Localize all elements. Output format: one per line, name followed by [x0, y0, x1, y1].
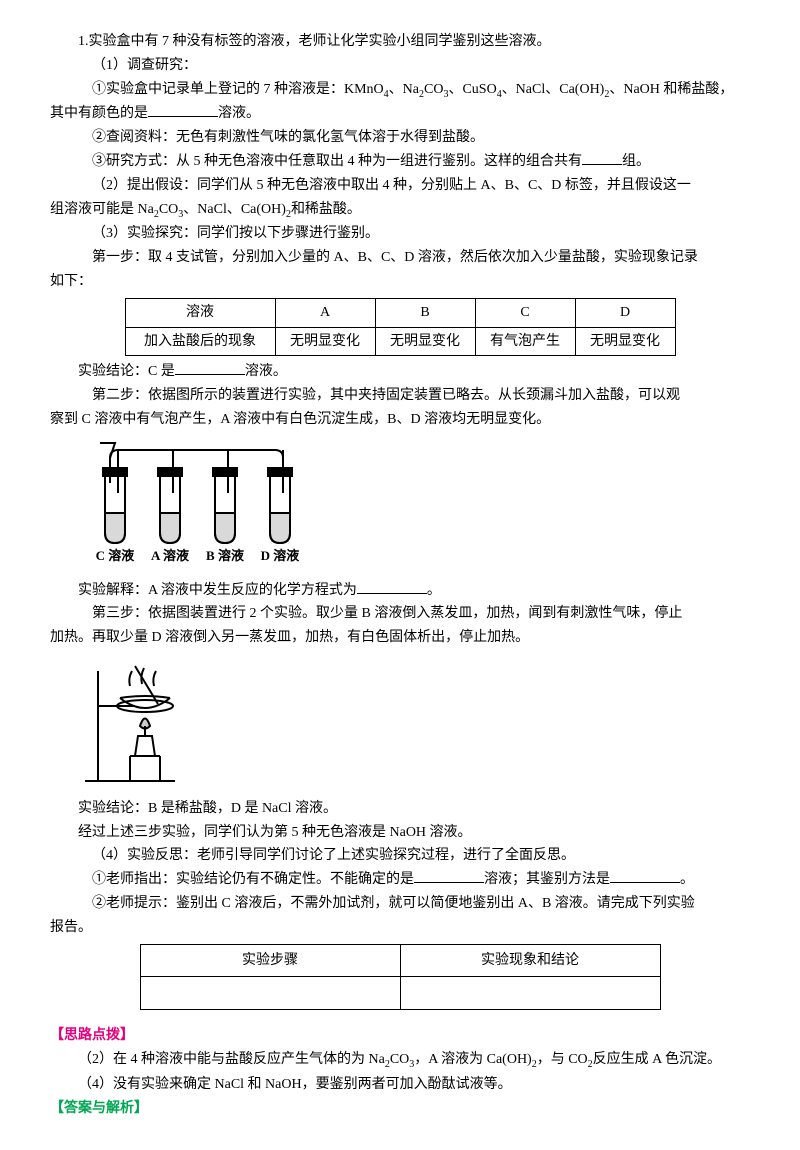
step3b: 加热。再取少量 D 溶液倒入另一蒸发皿，加热，有白色固体析出，停止加热。 — [50, 626, 750, 650]
tip1: （2）在 4 种溶液中能与盐酸反应产生气体的为 Na2CO3，A 溶液为 Ca(… — [50, 1048, 750, 1073]
tip1a: （2）在 4 种溶液中能与盐酸反应产生气体的为 Na — [78, 1052, 385, 1067]
tip1b: CO — [390, 1052, 409, 1067]
th: C — [475, 298, 575, 327]
td — [400, 977, 660, 1010]
td: 无明显变化 — [375, 327, 475, 356]
blank — [414, 869, 484, 883]
th: 溶液 — [125, 298, 275, 327]
step3a: 第三步：依据图装置进行 2 个实验。取少量 B 溶液倒入蒸发皿，加热，闻到有刺激… — [50, 602, 750, 626]
th: A — [275, 298, 375, 327]
th: B — [375, 298, 475, 327]
concl3: 实验结论：B 是稀盐酸，D 是 NaCl 溶液。 — [50, 797, 750, 821]
td — [140, 977, 400, 1010]
p1a-l2-pre: 其中有颜色的是 — [50, 106, 148, 121]
th: 实验现象和结论 — [400, 944, 660, 977]
p1c-post: 组。 — [622, 154, 650, 169]
table1: 溶液 A B C D 加入盐酸后的现象 无明显变化 无明显变化 有气泡产生 无明… — [125, 298, 676, 357]
expl-post: 。 — [427, 583, 441, 598]
p4a-pre: ①老师指出：实验结论仍有不确定性。不能确定的是 — [92, 872, 414, 887]
final: 经过上述三步实验，同学们认为第 5 种无色溶液是 NaOH 溶液。 — [50, 821, 750, 845]
p1a-l2-post: 溶液。 — [218, 106, 260, 121]
table-row: 实验步骤 实验现象和结论 — [140, 944, 660, 977]
expl-pre: 实验解释：A 溶液中发生反应的化学方程式为 — [78, 583, 357, 598]
blank — [610, 869, 680, 883]
blank — [357, 580, 427, 594]
p2b: 组溶液可能是 Na — [50, 202, 154, 217]
p1a-line2: 其中有颜色的是 溶液。 — [50, 102, 750, 126]
table-row — [140, 977, 660, 1010]
td: 有气泡产生 — [475, 327, 575, 356]
p2: （2）提出假设：同学们从 5 种无色溶液中取出 4 种，分别贴上 A、B、C、D… — [50, 174, 750, 198]
p4: （4）实验反思：老师引导同学们讨论了上述实验探究过程，进行了全面反思。 — [50, 844, 750, 868]
p1a-t2: 、Na — [389, 82, 419, 97]
table-row: 加入盐酸后的现象 无明显变化 无明显变化 有气泡产生 无明显变化 — [125, 327, 675, 356]
p1a-t1: ①实验盒中记录单上登记的 7 种溶液是：KMnO — [92, 82, 384, 97]
p4a: ①老师指出：实验结论仍有不确定性。不能确定的是 溶液；其鉴别方法是 。 — [50, 868, 750, 892]
step2a: 第二步：依据图所示的装置进行实验，其中夹持固定装置已略去。从长颈漏斗加入盐酸，可… — [50, 384, 750, 408]
p2a: （2）提出假设：同学们从 5 种无色溶液中取出 4 种，分别贴上 A、B、C、D… — [92, 178, 691, 193]
concl1-pre: 实验结论：C 是 — [78, 364, 175, 379]
step1b: 如下： — [50, 270, 750, 294]
step1a: 第一步：取 4 支试管，分别加入少量的 A、B、C、D 溶液，然后依次加入少量盐… — [50, 246, 750, 270]
expl: 实验解释：A 溶液中发生反应的化学方程式为 。 — [50, 579, 750, 603]
table2: 实验步骤 实验现象和结论 — [140, 944, 661, 1011]
p1c-pre: ③研究方式：从 5 种无色溶液中任意取出 4 种为一组进行鉴别。这样的组合共有 — [92, 154, 582, 169]
th: 实验步骤 — [140, 944, 400, 977]
concl1-post: 溶液。 — [245, 364, 287, 379]
fig1-label-d: D 溶液 — [261, 548, 300, 563]
blank — [175, 361, 245, 375]
p2-line2: 组溶液可能是 Na2CO3、NaCl、Ca(OH)2和稀盐酸。 — [50, 198, 750, 223]
p4b-b: 报告。 — [50, 916, 750, 940]
p4b-a: ②老师提示：鉴别出 C 溶液后，不需外加试剂，就可以简便地鉴别出 A、B 溶液。… — [50, 892, 750, 916]
p1b: ②查阅资料：无色有刺激性气味的氯化氢气体溶于水得到盐酸。 — [50, 126, 750, 150]
td: 无明显变化 — [275, 327, 375, 356]
td: 加入盐酸后的现象 — [125, 327, 275, 356]
step2b: 察到 C 溶液中有气泡产生，A 溶液中有白色沉淀生成，B、D 溶液均无明显变化。 — [50, 408, 750, 432]
blank — [148, 103, 218, 117]
concl1: 实验结论：C 是 溶液。 — [50, 360, 750, 384]
p1a-t4: 、CuSO — [448, 82, 496, 97]
tip1e: 反应生成 A 色沉淀。 — [593, 1052, 721, 1067]
burner-svg — [80, 656, 190, 786]
td: 无明显变化 — [575, 327, 675, 356]
spacer — [50, 1014, 750, 1024]
p1c: ③研究方式：从 5 种无色溶液中任意取出 4 种为一组进行鉴别。这样的组合共有 组… — [50, 150, 750, 174]
table-row: 溶液 A B C D — [125, 298, 675, 327]
section-heading-2: 【答案与解析】 — [50, 1097, 750, 1121]
tip2: （4）没有实验来确定 NaCl 和 NaOH，要鉴别两者可加入酚酞试液等。 — [50, 1073, 750, 1097]
p1a-t6: 、NaOH 和稀盐酸， — [609, 82, 733, 97]
figure-2 — [80, 656, 750, 795]
blank — [582, 151, 622, 165]
tip1c: ，A 溶液为 Ca(OH) — [414, 1052, 531, 1067]
fig1-label-a: A 溶液 — [151, 548, 189, 563]
fig1-label-b: B 溶液 — [206, 548, 244, 563]
intro: 1.实验盒中有 7 种没有标签的溶液，老师让化学实验小组同学鉴别这些溶液。 — [50, 30, 750, 54]
p2d: 、NaCl、Ca(OH) — [183, 202, 286, 217]
p2c: CO — [159, 202, 178, 217]
p4a-mid: 溶液；其鉴别方法是 — [484, 872, 610, 887]
p1a-t5: 、NaCl、Ca(OH) — [502, 82, 605, 97]
p1a-t3: CO — [424, 82, 443, 97]
fig1-label-c: C 溶液 — [96, 548, 135, 563]
p2e: 和稀盐酸。 — [291, 202, 361, 217]
apparatus-svg: C 溶液 A 溶液 B 溶液 D 溶液 — [80, 438, 310, 568]
th: D — [575, 298, 675, 327]
figure-1: C 溶液 A 溶液 B 溶液 D 溶液 — [80, 438, 750, 577]
p4a-post: 。 — [680, 872, 694, 887]
p1a: ①实验盒中记录单上登记的 7 种溶液是：KMnO4、Na2CO3、CuSO4、N… — [50, 78, 750, 103]
section-heading-1: 【思路点拨】 — [50, 1024, 750, 1048]
p3: （3）实验探究：同学们按以下步骤进行鉴别。 — [50, 222, 750, 246]
tip1d: ，与 CO — [537, 1052, 588, 1067]
p1: （1）调查研究： — [50, 54, 750, 78]
